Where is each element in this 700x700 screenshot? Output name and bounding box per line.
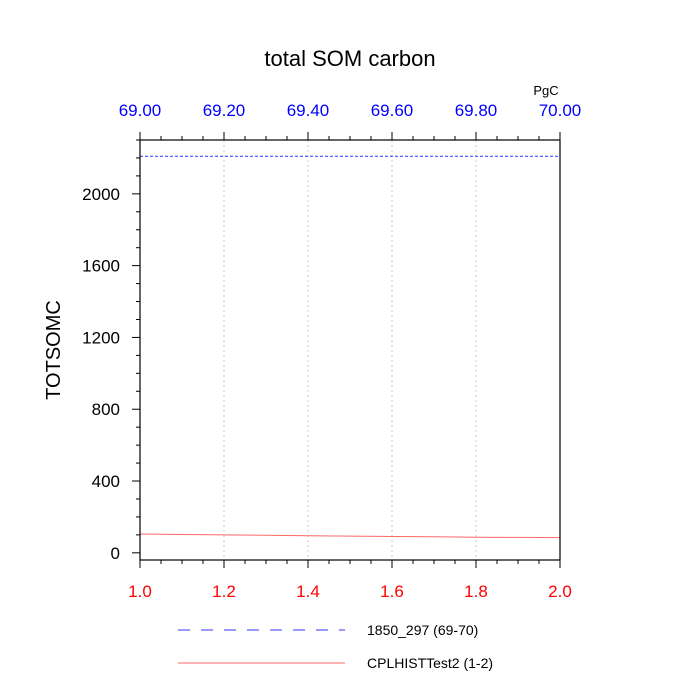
x-tick-label-bottom: 2.0: [548, 582, 572, 601]
y-tick-label: 2000: [82, 185, 120, 204]
x-tick-label-bottom: 1.6: [380, 582, 404, 601]
legend-label: CPLHISTTest2 (1-2): [367, 655, 493, 671]
x-tick-label-bottom: 1.0: [128, 582, 152, 601]
axis-tick-labels: 1.0 1.2 1.4 1.6 1.8 2.0 69.00 69.20 69.40 69.60 69…: [82, 101, 581, 601]
plot-frame: [139, 139, 561, 561]
x-tick-label-top: 69.60: [371, 101, 414, 120]
x-tick-label-bottom: 1.8: [464, 582, 488, 601]
y-tick-label: 1200: [82, 328, 120, 347]
x-tick-label-top: 69.20: [203, 101, 246, 120]
x-tick-label-top: 69.40: [287, 101, 330, 120]
y-tick-label: 800: [92, 400, 120, 419]
y-tick-label: 400: [92, 472, 120, 491]
units-label: PgC: [533, 83, 558, 98]
series-lines: [139, 155, 561, 539]
x-tick-label-top: 69.00: [119, 101, 162, 120]
y-tick-label: 0: [111, 544, 120, 563]
axis-ticks: [132, 132, 561, 568]
x-tick-label-bottom: 1.4: [296, 582, 320, 601]
series-line: [139, 533, 561, 539]
y-tick-label: 1600: [82, 257, 120, 276]
x-tick-label-bottom: 1.2: [212, 582, 236, 601]
x-tick-label-top: 69.80: [455, 101, 498, 120]
grid-lines: [223, 140, 477, 560]
chart-title: total SOM carbon: [264, 46, 435, 71]
legend-label: 1850_297 (69-70): [367, 622, 478, 638]
legend: 1850_297 (69-70) CPLHISTTest2 (1-2): [178, 622, 493, 671]
y-axis-label: TOTSOMC: [43, 300, 65, 400]
x-tick-label-top: 70.00: [539, 101, 582, 120]
